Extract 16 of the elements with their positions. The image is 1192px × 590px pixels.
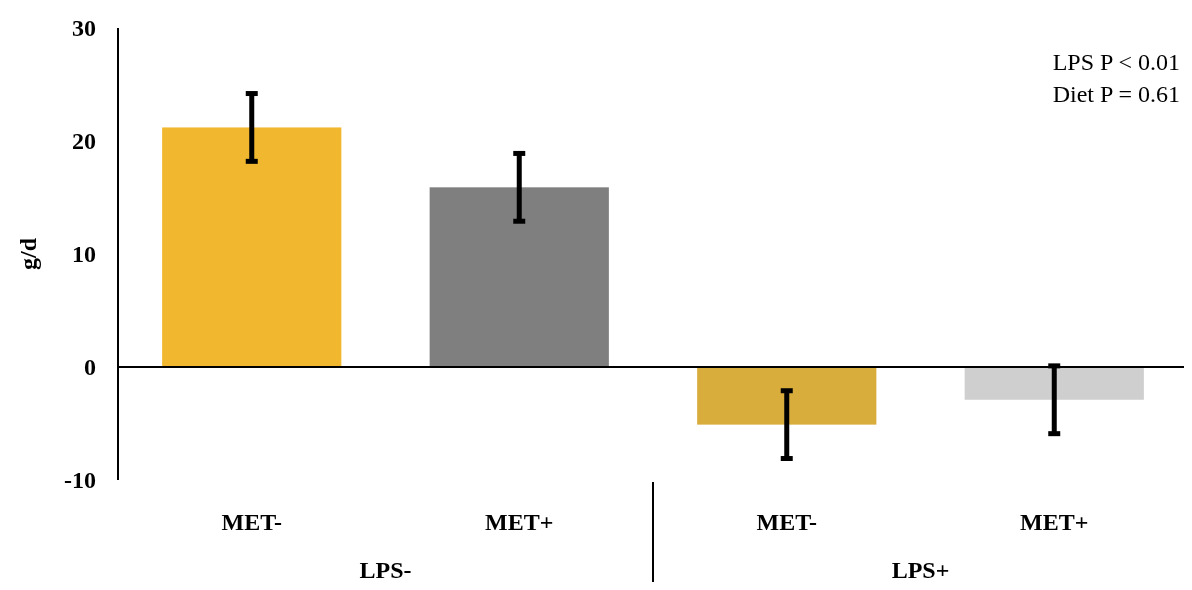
x-tick-label: MET+ bbox=[485, 509, 554, 535]
x-tick-label: MET- bbox=[756, 509, 817, 535]
y-tick-label: 30 bbox=[72, 15, 96, 42]
bar bbox=[162, 127, 342, 367]
annotation: Diet P = 0.61 bbox=[1052, 81, 1180, 107]
y-tick-label: 20 bbox=[72, 128, 96, 155]
x-tick-label: MET- bbox=[221, 509, 282, 535]
x-tick-label: MET+ bbox=[1020, 509, 1089, 535]
y-axis-title: g/d bbox=[15, 237, 41, 271]
bar bbox=[429, 187, 609, 367]
y-tick-label: -10 bbox=[64, 467, 96, 494]
y-tick-label: 0 bbox=[84, 354, 96, 381]
y-tick-label: 10 bbox=[72, 241, 96, 268]
text: LPS- bbox=[359, 557, 412, 583]
text: LPS+ bbox=[891, 557, 950, 583]
annotation: LPS P < 0.01 bbox=[1052, 49, 1180, 75]
